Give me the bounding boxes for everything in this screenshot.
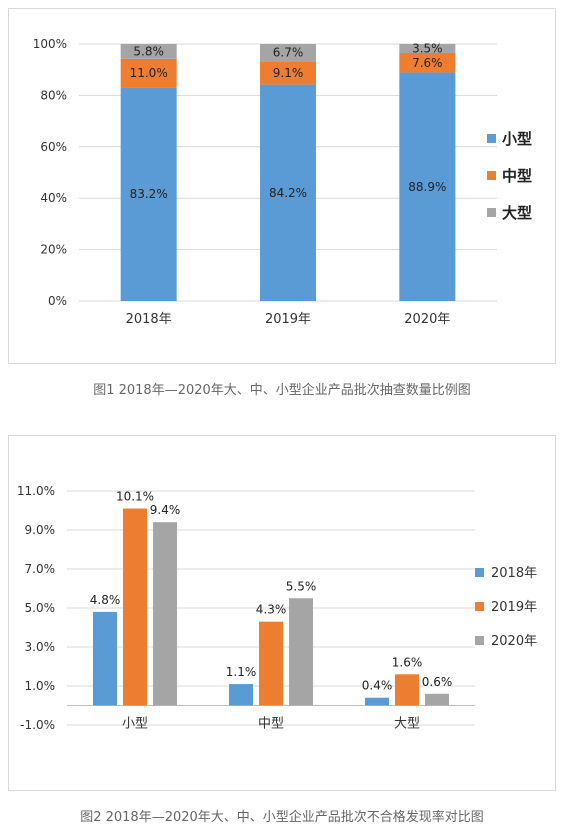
bar <box>153 522 177 706</box>
bar-segment <box>260 61 316 85</box>
legend-label: 2019年 <box>491 600 537 615</box>
bar <box>395 674 419 706</box>
grouped-bar-chart: -1.0% 1.0% 3.0% 5.0% 7.0% 9.0% 11.0% 4.8% 10.1%9… <box>17 484 537 732</box>
data-label: 0.6% <box>422 675 453 689</box>
legend-label: 2020年 <box>491 634 537 649</box>
data-label: 9.1% <box>273 66 304 80</box>
x-category-label: 2018年 <box>126 312 172 327</box>
bar-segment <box>120 44 177 59</box>
bar <box>259 621 283 706</box>
bar-segment <box>399 72 456 301</box>
x-category-label: 小型 <box>122 717 148 732</box>
bar-segment <box>120 87 177 302</box>
y-tick-label: 60% <box>40 140 67 154</box>
bar-segment <box>260 84 316 301</box>
data-label: 1.1% <box>226 665 257 679</box>
y-tick-label: 0% <box>48 294 67 308</box>
x-category-label: 2019年 <box>265 312 311 327</box>
bar-segment <box>260 44 316 62</box>
legend-swatch <box>475 636 484 645</box>
x-category-label: 大型 <box>394 717 420 732</box>
stacked-bar-chart: 0% 20% 40% 60% 80% 100% 83.2% 11.0% 5.8% 2018年 84.… <box>33 37 532 327</box>
legend-swatch <box>475 602 484 611</box>
x-category-label: 中型 <box>258 717 284 732</box>
data-label: 11.0% <box>130 66 168 80</box>
bar <box>289 598 313 706</box>
data-label: 84.2% <box>269 186 307 200</box>
data-label: 0.4% <box>362 679 393 693</box>
bar <box>229 684 253 706</box>
bar <box>123 508 147 706</box>
data-label: 5.8% <box>133 44 164 58</box>
data-label: 10.1% <box>116 490 154 504</box>
data-label: 4.8% <box>90 593 121 607</box>
y-tick-label: 3.0% <box>25 640 56 654</box>
legend-swatch <box>487 208 496 217</box>
data-label: 5.5% <box>286 579 317 593</box>
chart-2-frame: -1.0% 1.0% 3.0% 5.0% 7.0% 9.0% 11.0% 4.8% 10.1% 9… <box>8 435 556 791</box>
data-label: 4.3% <box>256 603 287 617</box>
x-category-label: 2020年 <box>404 312 450 327</box>
legend-label: 大型 <box>502 204 532 222</box>
legend-swatch <box>487 171 496 180</box>
legend-label: 小型 <box>502 130 532 148</box>
y-tick-label: 5.0% <box>25 601 56 615</box>
bar-segment <box>120 58 177 88</box>
y-tick-label: 80% <box>40 88 67 102</box>
y-tick-label: 20% <box>40 243 67 257</box>
chart-1-frame: 0% 20% 40% 60% 80% 100% 83.2% 11.0% 5.8% 2018年 84.… <box>8 8 556 364</box>
y-tick-label: -1.0% <box>20 718 55 732</box>
y-tick-label: 1.0% <box>25 679 56 693</box>
y-tick-label: 100% <box>33 37 67 51</box>
data-label: 83.2% <box>130 187 168 201</box>
y-tick-label: 7.0% <box>25 562 56 576</box>
legend-label: 2018年 <box>491 566 537 581</box>
data-label: 6.7% <box>273 46 304 60</box>
bar-segment <box>399 44 456 53</box>
legend-swatch <box>475 568 484 577</box>
data-label: 7.6% <box>412 56 443 70</box>
figure-1-caption: 图1 2018年—2020年大、中、小型企业产品批次抽查数量比例图 <box>93 383 471 398</box>
y-tick-label: 11.0% <box>17 484 55 498</box>
legend-swatch <box>487 134 496 143</box>
bar <box>425 693 449 706</box>
data-label: 1.6% <box>392 655 423 669</box>
y-tick-label: 9.0% <box>25 523 56 537</box>
data-label: 88.9% <box>408 180 446 194</box>
bar <box>365 697 389 706</box>
data-label: 3.5% <box>412 41 443 55</box>
data-label: 9.4% <box>150 503 181 517</box>
bar-segment <box>399 52 456 73</box>
bar <box>93 611 117 706</box>
figure-2-caption: 图2 2018年—2020年大、中、小型企业产品批次不合格发现率对比图 <box>80 810 484 825</box>
legend-label: 中型 <box>502 167 532 185</box>
y-tick-label: 40% <box>40 191 67 205</box>
